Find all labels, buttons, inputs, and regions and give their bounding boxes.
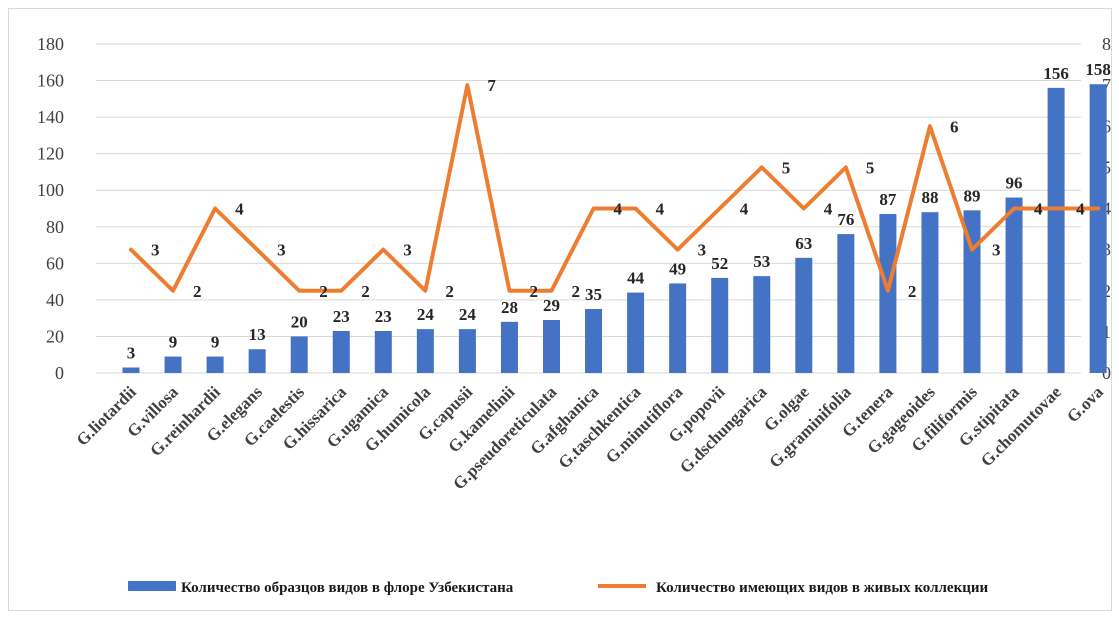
bar-data-label: 9: [169, 333, 178, 352]
bar: [585, 309, 603, 373]
left-tick-label: 100: [37, 180, 64, 200]
line-data-label: 4: [1034, 200, 1043, 219]
line-data-label: 7: [487, 76, 496, 95]
legend: Количество образцов видов в флоре Узбеки…: [128, 580, 989, 596]
legend-swatch-bar: [128, 581, 176, 591]
bar: [164, 356, 182, 373]
bar: [248, 349, 266, 373]
left-tick-label: 0: [55, 363, 64, 383]
line-data-label: 4: [824, 200, 833, 219]
left-tick-label: 40: [46, 290, 64, 310]
bar-data-label: 35: [585, 285, 602, 304]
bar: [122, 367, 140, 373]
bar: [458, 329, 476, 373]
left-tick-label: 20: [46, 326, 64, 346]
bar: [543, 319, 560, 373]
line-data-label: 6: [950, 117, 959, 136]
line-data-label: 2: [572, 282, 581, 301]
line-data-label: 5: [782, 158, 791, 177]
bar-data-label: 44: [627, 269, 645, 288]
line-data-label: 2: [361, 282, 370, 301]
bar: [332, 330, 350, 373]
bar-data-label: 13: [249, 325, 266, 344]
bar: [416, 329, 434, 373]
bar-data-label: 76: [837, 210, 854, 229]
bar: [627, 292, 645, 373]
bar-data-label: 9: [211, 333, 220, 352]
bar: [795, 257, 813, 373]
category-label: G.liotardii: [73, 382, 140, 449]
left-tick-label: 180: [37, 34, 64, 54]
bar: [1047, 87, 1065, 373]
bar: [1089, 84, 1107, 373]
bar-data-label: 96: [1006, 174, 1023, 193]
bar: [206, 356, 224, 373]
legend-label-line: Количество имеющих видов в живых коллекц…: [656, 580, 989, 596]
left-y-axis: 0 20 40 60 80 100 120 140 160 180: [37, 34, 64, 383]
line-data-label: 3: [992, 241, 1001, 260]
line-data-label: 4: [1076, 200, 1085, 219]
bar-data-label: 156: [1043, 64, 1069, 83]
line-data-label: 2: [445, 282, 454, 301]
category-label: G.ova: [1063, 382, 1107, 426]
bar: [1005, 197, 1023, 373]
bar: [753, 276, 771, 373]
bar: [374, 330, 392, 373]
left-tick-label: 140: [37, 107, 64, 127]
bar-data-label: 89: [964, 186, 981, 205]
line-data-label: 2: [908, 282, 917, 301]
bar-data-label: 24: [417, 305, 435, 324]
bar-data-label: 53: [753, 252, 770, 271]
line-data-label: 3: [151, 241, 160, 260]
line-data-labels: 324322327224434545263444: [151, 76, 1119, 301]
left-tick-label: 120: [37, 144, 64, 164]
bar: [921, 212, 939, 373]
bar-data-label: 20: [291, 312, 308, 331]
bar-data-label: 52: [711, 254, 728, 273]
bar-data-label: 3: [127, 344, 136, 363]
bar: [500, 321, 518, 373]
left-tick-label: 80: [46, 217, 64, 237]
bar-data-label: 49: [669, 259, 686, 278]
left-tick-label: 160: [37, 71, 64, 91]
bar-data-label: 63: [795, 234, 812, 253]
bar: [711, 277, 729, 373]
bar-data-label: 87: [879, 190, 897, 209]
bar-data-label: 24: [459, 305, 477, 324]
line-data-label: 5: [866, 158, 875, 177]
line-path: [129, 83, 1101, 293]
bar: [837, 234, 855, 373]
right-tick-label: 8: [1102, 34, 1111, 54]
bar: [290, 336, 308, 373]
bar: [879, 213, 897, 373]
line-data-label: 3: [698, 241, 707, 260]
line-data-label: 4: [235, 200, 244, 219]
line-data-label: 2: [529, 282, 538, 301]
line-series: [129, 83, 1101, 293]
line-data-label: 2: [319, 282, 328, 301]
bar-data-label: 158: [1085, 60, 1111, 79]
bar-data-label: 88: [921, 188, 938, 207]
line-data-label: 4: [656, 200, 665, 219]
bar-data-label: 29: [543, 296, 560, 315]
bar: [669, 283, 687, 373]
bar-series: [122, 84, 1107, 373]
left-tick-label: 60: [46, 253, 64, 273]
gridlines: [96, 43, 1081, 374]
bar-data-label: 23: [333, 307, 350, 326]
line-data-label: 3: [403, 241, 412, 260]
line-data-label: 3: [277, 241, 286, 260]
line-data-label: 4: [740, 200, 749, 219]
bar-data-label: 28: [501, 298, 518, 317]
bar: [963, 210, 981, 373]
line-data-label: 2: [193, 282, 202, 301]
category-axis: G.liotardiiG.villosaG.reinhardiiG.elegan…: [73, 382, 1108, 493]
bar-data-label: 23: [375, 307, 392, 326]
legend-label-bar: Количество образцов видов в флоре Узбеки…: [181, 580, 514, 596]
line-data-label: 4: [614, 200, 623, 219]
